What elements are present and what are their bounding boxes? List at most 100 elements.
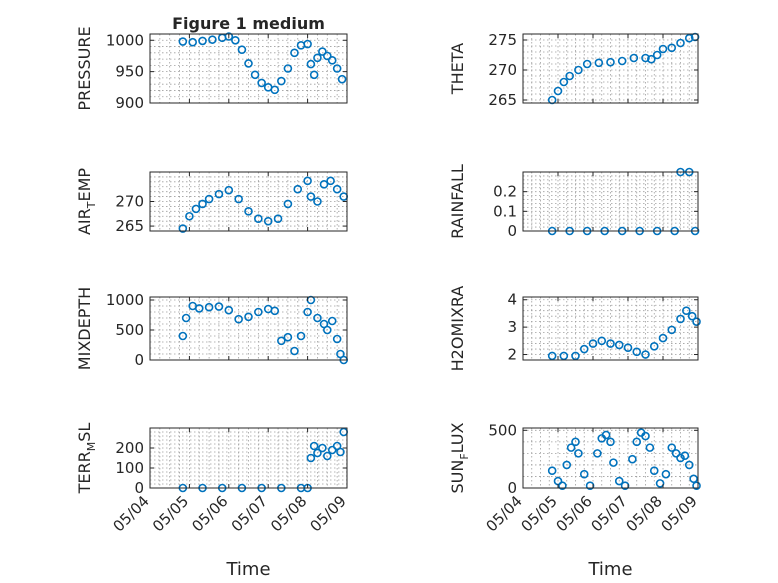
data-point — [687, 311, 697, 321]
y-tick-label: 900 — [115, 94, 144, 112]
y-tick-label: 2 — [507, 346, 517, 364]
data-point — [597, 336, 607, 346]
data-point — [676, 38, 685, 48]
data-point — [594, 58, 604, 68]
data-point — [574, 65, 583, 75]
data-point — [649, 466, 659, 475]
data-points — [178, 176, 349, 233]
data-point — [571, 351, 580, 361]
data-point — [632, 437, 642, 447]
data-point — [558, 481, 567, 490]
data-point — [303, 39, 312, 49]
data-point — [593, 449, 602, 458]
data-point — [283, 199, 293, 209]
data-point — [322, 51, 332, 61]
data-point — [326, 176, 335, 186]
x-tick-label: 05/06 — [553, 492, 596, 535]
data-point — [208, 35, 217, 44]
y-tick-label: 3 — [507, 318, 517, 336]
y-tick-label: 0.2 — [493, 183, 517, 201]
data-points — [178, 295, 349, 365]
data-point — [574, 449, 583, 458]
data-point — [588, 339, 598, 348]
data-point — [565, 71, 574, 81]
data-point — [185, 211, 194, 221]
data-point — [224, 32, 234, 41]
data-point — [337, 74, 347, 84]
data-point — [641, 350, 650, 359]
data-point — [562, 460, 572, 470]
x-tick-label: 05/07 — [228, 492, 271, 535]
data-point — [277, 76, 286, 86]
data-point — [244, 312, 253, 322]
data-point — [547, 466, 557, 475]
data-point — [290, 346, 299, 356]
data-point — [628, 454, 637, 464]
data-point — [649, 342, 659, 351]
data-point — [332, 64, 342, 73]
y-tick-label: 1000 — [106, 291, 144, 309]
data-point — [667, 43, 677, 53]
x-tick-label: 05/09 — [658, 492, 701, 535]
data-point — [684, 460, 694, 470]
data-point — [273, 214, 283, 224]
data-point — [309, 441, 319, 451]
data-point — [237, 45, 247, 54]
data-point — [682, 306, 691, 315]
axes-frame — [149, 296, 348, 361]
data-point — [231, 35, 240, 45]
y-axis-label: SUNFLUX — [448, 422, 471, 493]
data-point — [194, 304, 204, 313]
data-point — [680, 451, 690, 460]
data-point — [322, 325, 332, 335]
data-point — [585, 481, 595, 490]
data-point — [609, 458, 618, 467]
data-point — [582, 59, 592, 69]
subplot-3-air-temp: 265 270 AIRTEMP — [75, 168, 349, 235]
x-tick-label: 05/09 — [307, 492, 350, 535]
y-axis-label: PRESSURE — [75, 26, 94, 110]
data-points — [178, 32, 347, 95]
chart-title: Figure 1 medium — [172, 14, 325, 33]
data-point — [692, 481, 701, 490]
data-point — [283, 64, 293, 73]
data-point — [684, 33, 694, 43]
data-point — [553, 86, 563, 96]
data-point — [234, 194, 243, 204]
data-point — [313, 53, 322, 63]
y-tick-label: 0 — [507, 222, 517, 240]
data-point — [214, 302, 224, 311]
y-tick-label: 270 — [488, 61, 517, 79]
data-point — [244, 59, 253, 68]
data-point — [676, 453, 685, 463]
data-point — [661, 469, 671, 479]
data-point — [224, 305, 234, 315]
data-point — [336, 447, 345, 457]
data-point — [204, 194, 214, 204]
y-axis-label: MIXDEPTH — [75, 287, 94, 370]
data-point — [652, 50, 662, 60]
y-tick-label: 275 — [488, 31, 517, 49]
data-points — [547, 32, 700, 105]
data-point — [224, 185, 234, 195]
subplot-1-pressure: 900 950 1000 Figure 1 medium PRESSURE — [75, 14, 348, 112]
data-point — [641, 431, 650, 441]
data-point — [655, 479, 665, 488]
axes-frame — [522, 296, 699, 361]
data-point — [306, 453, 316, 463]
data-point — [606, 57, 615, 67]
y-tick-label: 0 — [134, 351, 144, 369]
axes-frame — [522, 427, 699, 489]
y-tick-label: 270 — [115, 193, 144, 211]
subplot-4-rainfall: 0 0.10.2 RAINFALL — [448, 164, 700, 240]
y-axis-label: H2OMIXRA — [448, 286, 467, 372]
data-point — [629, 53, 639, 63]
y-tick-label: 950 — [115, 63, 144, 81]
data-point — [327, 316, 337, 326]
data-point — [214, 189, 224, 199]
data-point — [306, 59, 316, 69]
data-point — [313, 197, 322, 206]
data-point — [658, 333, 668, 343]
subplot-2-theta: 265 270 275 THETA — [448, 31, 700, 109]
